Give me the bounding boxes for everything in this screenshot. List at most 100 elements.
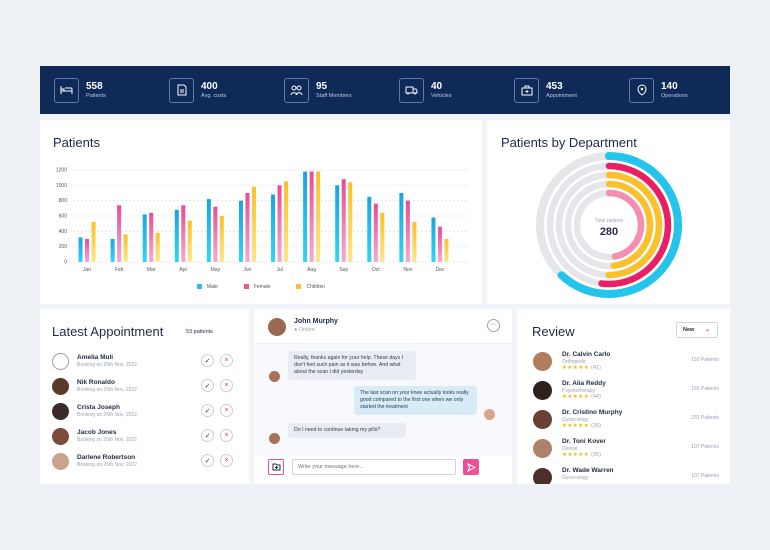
bar-children-apr[interactable]	[187, 220, 192, 262]
bar-female-aug[interactable]	[309, 171, 314, 262]
ring-arc-0[interactable]	[536, 152, 682, 298]
bar-children-jul[interactable]	[284, 181, 289, 263]
more-options-button[interactable]: ···	[487, 319, 500, 332]
bar-male-mar[interactable]	[142, 214, 147, 262]
appointment-row: Darlene Robertson Booking on 26th Nov, 20…	[52, 451, 237, 471]
bar-children-feb[interactable]	[123, 234, 128, 262]
bar-children-sep[interactable]	[348, 182, 353, 262]
reject-button[interactable]: ×	[220, 454, 233, 467]
message-incoming: Do I need to continue taking my pills?	[288, 423, 406, 438]
bar-male-nov[interactable]	[399, 193, 404, 262]
bar-male-may[interactable]	[206, 199, 211, 262]
close-icon: ×	[224, 457, 229, 464]
attach-button[interactable]	[268, 459, 284, 475]
accept-button[interactable]: ✓	[201, 454, 214, 467]
patient-count: 107 Patients	[691, 473, 719, 479]
review-row[interactable]: Dr. Cristino Murphy Gynecology ★★★★★ (26)…	[533, 408, 723, 434]
stat-label: Operations	[661, 92, 688, 99]
appointment-title: Latest Appointment	[52, 324, 164, 339]
bar-children-jun[interactable]	[251, 186, 256, 262]
avatar	[533, 352, 552, 371]
bar-female-sep[interactable]	[341, 179, 346, 262]
avatar	[484, 409, 495, 420]
ring-arc-1[interactable]	[546, 162, 672, 288]
bar-children-may[interactable]	[219, 216, 224, 262]
patient-count: 155 Patients	[691, 386, 719, 392]
bar-male-sep[interactable]	[335, 185, 340, 262]
bar-male-jun[interactable]	[238, 200, 243, 262]
medkit-icon	[514, 77, 539, 103]
reject-button[interactable]: ×	[220, 404, 233, 417]
accept-button[interactable]: ✓	[201, 379, 214, 392]
staff-icon	[284, 77, 309, 103]
review-row[interactable]: Dr. Toni Kover Dentist ★★★★★ (26) 107 Pat…	[533, 437, 723, 463]
department-card: Patients by Department Total patiens 280	[487, 120, 730, 304]
review-row[interactable]: Dr. Alia Reddy Psychotherapy ★★★★★ (44) 1…	[533, 379, 723, 405]
x-tick-label: Oct	[372, 267, 380, 273]
ring-center-value: 280	[599, 226, 619, 238]
rating-stars: ★★★★★ (44)	[562, 394, 601, 400]
send-button[interactable]	[463, 459, 479, 475]
ring-arc-2[interactable]	[555, 171, 663, 279]
bar-male-oct[interactable]	[367, 196, 372, 262]
bar-male-jan[interactable]	[78, 237, 83, 262]
bar-female-feb[interactable]	[117, 205, 122, 262]
review-filter-select[interactable]: New ⌄	[676, 322, 718, 338]
bar-female-nov[interactable]	[405, 200, 410, 262]
reject-button[interactable]: ×	[220, 354, 233, 367]
message-incoming: Really, thanks again for your help. Thes…	[288, 351, 416, 380]
avatar	[52, 427, 69, 445]
reject-button[interactable]: ×	[220, 379, 233, 392]
bar-children-jan[interactable]	[91, 222, 96, 262]
doctor-name: Dr. Calvin Carlo	[562, 351, 611, 358]
bar-female-dec[interactable]	[437, 226, 442, 262]
bar-male-feb[interactable]	[110, 239, 115, 262]
bar-children-dec[interactable]	[444, 239, 449, 262]
bar-female-mar[interactable]	[149, 212, 154, 262]
chevron-down-icon: ⌄	[704, 327, 710, 333]
y-tick-label: 200	[59, 244, 68, 250]
check-icon: ✓	[204, 432, 211, 440]
bar-male-aug[interactable]	[303, 171, 308, 262]
legend-item-female[interactable]: Female	[243, 284, 270, 290]
message-input[interactable]	[292, 459, 456, 475]
reject-button[interactable]: ×	[220, 429, 233, 442]
rating-stars: ★★★★★ (41)	[562, 365, 601, 371]
bar-female-jul[interactable]	[277, 185, 282, 262]
legend-item-male[interactable]: Male	[196, 284, 218, 290]
review-row[interactable]: Dr. Calvin Carlo Orthopedic ★★★★★ (41) 15…	[533, 350, 723, 376]
doctor-specialty: Psychotherapy	[562, 388, 596, 394]
ring-arc-3[interactable]	[564, 180, 654, 270]
ring-center-label: Total patiens	[594, 218, 624, 224]
bar-female-apr[interactable]	[181, 205, 186, 262]
avatar	[533, 439, 552, 458]
close-icon: ×	[224, 382, 229, 389]
patients-card: Patients 0 200 400 600 800 1000 1200 Jan Feb Mar A…	[40, 120, 482, 304]
accept-button[interactable]: ✓	[201, 429, 214, 442]
avatar	[533, 381, 552, 400]
stat-value: 453	[546, 80, 563, 92]
review-row[interactable]: Dr. Wade Warren Gynecology 107 Patients	[533, 466, 723, 484]
bar-children-nov[interactable]	[412, 222, 417, 262]
stat-operations: 140 Operations	[615, 77, 730, 103]
bar-male-dec[interactable]	[431, 217, 436, 262]
bar-children-mar[interactable]	[155, 232, 160, 262]
ring-arc-4[interactable]	[573, 189, 645, 261]
stat-value: 558	[86, 80, 103, 92]
bar-female-oct[interactable]	[373, 203, 378, 262]
avatar	[52, 402, 69, 420]
bar-male-jul[interactable]	[271, 194, 276, 262]
bar-female-jun[interactable]	[245, 193, 250, 262]
bar-female-may[interactable]	[213, 206, 218, 262]
legend-item-children[interactable]: Children	[296, 284, 325, 290]
accept-button[interactable]: ✓	[201, 404, 214, 417]
patient-name: Jacob Jones	[77, 428, 117, 436]
bar-children-aug[interactable]	[316, 171, 321, 262]
accept-button[interactable]: ✓	[201, 354, 214, 367]
bar-children-oct[interactable]	[380, 212, 385, 262]
bar-male-apr[interactable]	[174, 209, 179, 262]
bar-female-jan[interactable]	[85, 239, 90, 262]
chat-messages: Really, thanks again for your help. Thes…	[254, 344, 512, 456]
y-tick-label: 800	[59, 198, 68, 204]
dashboard: 558 Patients 400 Avg. costs 95 Staff Member…	[40, 66, 730, 484]
